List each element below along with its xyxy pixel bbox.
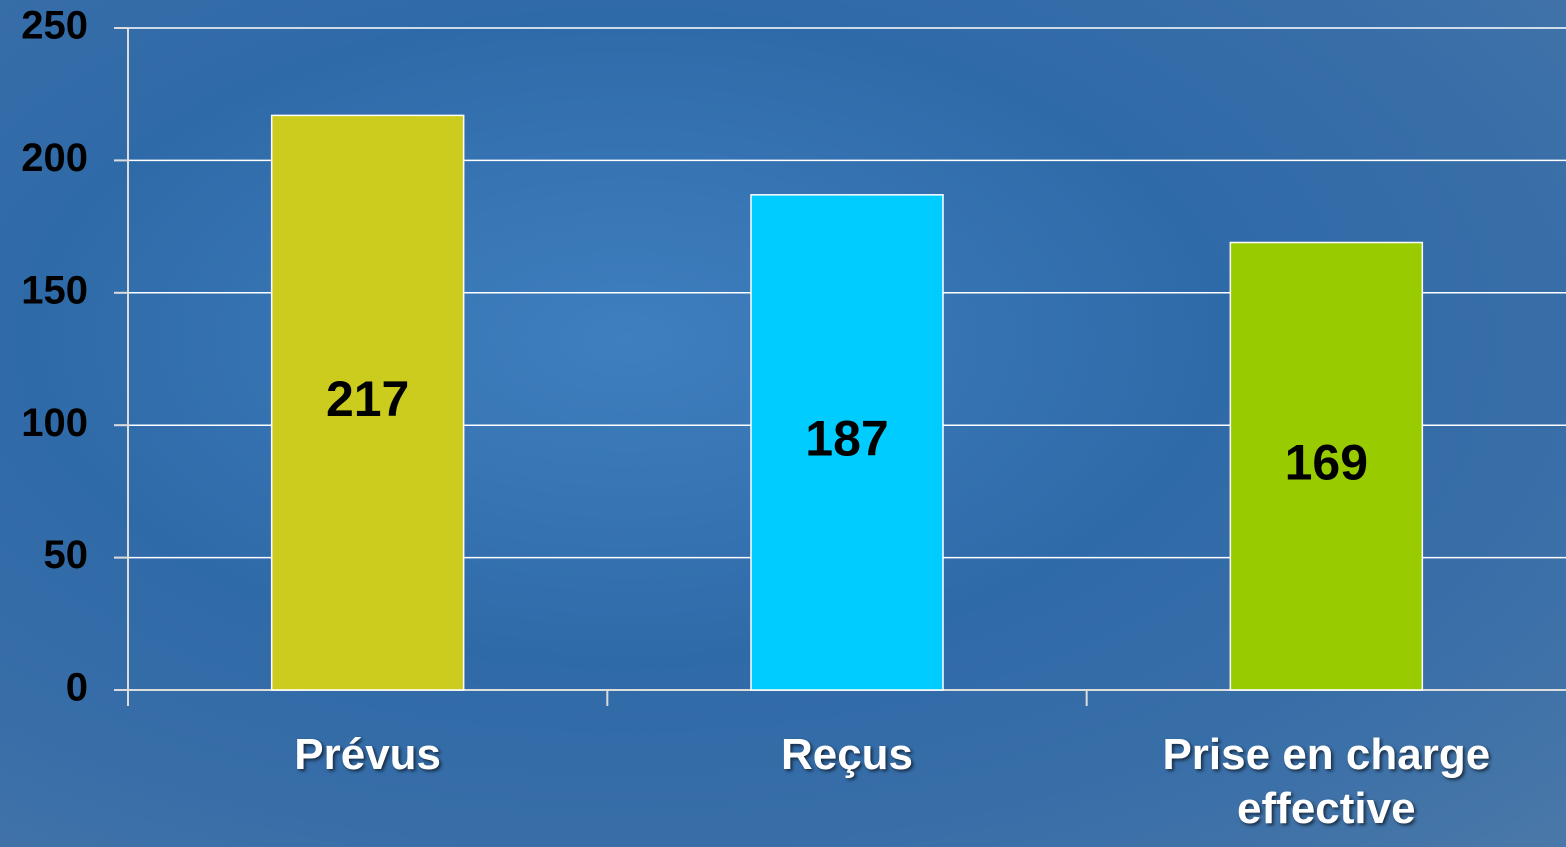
y-tick-label: 100 (21, 401, 88, 445)
y-tick-label: 200 (21, 136, 88, 180)
x-tick-label: Prise en charge effective (1162, 730, 1491, 833)
y-tick-label: 250 (21, 4, 88, 48)
y-tick-label: 150 (21, 268, 88, 312)
data-label: 187 (805, 411, 888, 467)
y-tick-label: 50 (44, 533, 89, 577)
x-tick-label: Reçus (780, 730, 914, 779)
data-label: 217 (326, 371, 409, 427)
bar (1229, 241, 1424, 691)
bar (270, 114, 465, 691)
x-tick-label: Prévus (294, 730, 442, 779)
data-label: 169 (1285, 434, 1368, 490)
y-tick-label: 0 (66, 666, 88, 710)
bar (750, 194, 944, 691)
